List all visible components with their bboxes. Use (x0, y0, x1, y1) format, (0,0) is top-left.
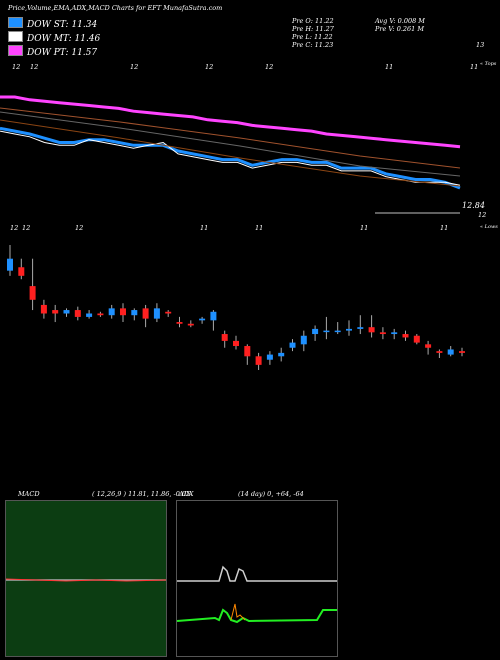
adx-label: ADX (179, 490, 194, 498)
adx-line (177, 565, 337, 582)
day-tick-label: 11 (385, 63, 393, 71)
candle-body (402, 334, 409, 338)
minus-di-line (230, 603, 246, 621)
candle-body (120, 308, 126, 316)
candle-body (233, 340, 239, 347)
ema-band-line (0, 119, 461, 187)
legend-label: DOW PT: 11.57 (27, 48, 98, 58)
candle-tick-label: 11 (440, 224, 448, 232)
candle-body (346, 328, 352, 331)
candle-body (289, 342, 296, 348)
candle-body (29, 286, 36, 300)
candle-body (210, 311, 217, 321)
candle-tick-label: 11 (200, 224, 208, 232)
candle-body (74, 310, 81, 317)
candle-tick-label: 12 (10, 224, 18, 232)
candle-body (18, 267, 25, 276)
candle-body (368, 327, 375, 333)
candle-body (108, 308, 115, 316)
candle-body (52, 310, 59, 314)
macd-params: ( 12,26,9 ) 11.81, 11.86, -0.05 (92, 490, 191, 498)
candle-body (266, 354, 273, 360)
day-tick-label: 11 (470, 63, 478, 71)
pre-close: Pre C: 11.23 (292, 41, 334, 49)
candle-body (131, 310, 138, 316)
candle-body (300, 335, 307, 345)
pre-volume: Pre V: 0.261 M (375, 25, 425, 33)
candle-body (334, 330, 341, 333)
candle-body (447, 349, 454, 355)
ema-series-line (0, 130, 461, 186)
legend-label: DOW ST: 11.34 (27, 20, 98, 30)
candle-body (142, 308, 149, 319)
plus-di-line (177, 608, 337, 624)
legend-swatch (8, 45, 23, 56)
candle-body (153, 308, 160, 319)
ema-series-line (0, 95, 461, 149)
candle-tick-label: 12 (75, 224, 83, 232)
day-tick-label: 12 (12, 63, 20, 71)
legend-swatch (8, 17, 23, 28)
price-top-label: 13 (476, 41, 485, 49)
legend-label: DOW MT: 11.46 (27, 34, 101, 44)
legend-dow-mt: DOW MT: 11.46 (8, 31, 101, 44)
candle-body (312, 328, 319, 335)
macd-line (6, 578, 166, 582)
candle-body (63, 310, 70, 314)
ema-band-line (0, 107, 461, 169)
candle-body (323, 330, 330, 333)
day-tick-label: 12 (205, 63, 213, 71)
pre-open: Pre O: 11.22 (292, 17, 334, 25)
macd-label: MACD (18, 490, 40, 498)
price-chart: 12 12 12 12 12 11 11 12 12 12 11 11 11 11 (0, 63, 478, 370)
candle-body (176, 322, 183, 324)
candle-body (86, 313, 93, 317)
ema-band-line (0, 111, 461, 177)
candle-body (199, 318, 206, 321)
pre-low: Pre L: 11.22 (292, 33, 333, 41)
chart-title: Price,Volume,EMA,ADX,MACD Charts for EFT… (8, 4, 223, 12)
candle-body (97, 313, 104, 316)
ema-series-line (0, 126, 461, 190)
candle-body (221, 334, 228, 341)
day-tick-label: 12 (265, 63, 273, 71)
candle-body (187, 323, 194, 326)
candle-tick-label: 11 (255, 224, 263, 232)
candle-body (413, 335, 420, 343)
last-price-label: 12.84 (462, 201, 485, 210)
avg-volume: Avg V: 0.008 M (375, 17, 425, 25)
day-tick-label: 12 (130, 63, 138, 71)
adx-params: (14 day) 0, +64, -64 (238, 490, 304, 498)
candle-body (379, 332, 386, 335)
legend-dow-st: DOW ST: 11.34 (8, 17, 98, 30)
price-bottom-label: 12 (478, 211, 487, 219)
legend-swatch (8, 31, 23, 42)
macd-panel (5, 500, 167, 657)
candle-body (357, 327, 364, 329)
pre-high: Pre H: 11.27 (292, 25, 334, 33)
candle-tick-label: 12 (22, 224, 30, 232)
candle-tick-label: 11 (360, 224, 368, 232)
candle-body (255, 356, 262, 365)
candle-body (425, 344, 432, 348)
candle-body (278, 352, 285, 357)
candle-body (7, 258, 13, 271)
candle-body (436, 351, 443, 353)
lows-label: « Lows (480, 224, 498, 230)
adx-panel (176, 500, 338, 657)
day-tick-label: 12 (30, 63, 38, 71)
candle-body (459, 351, 465, 353)
candle-body (40, 304, 47, 314)
candle-body (244, 346, 251, 357)
legend-dow-pt: DOW PT: 11.57 (8, 45, 98, 58)
tops-label: « Tops (480, 61, 497, 67)
candle-body (165, 311, 172, 314)
candle-body (391, 332, 398, 335)
